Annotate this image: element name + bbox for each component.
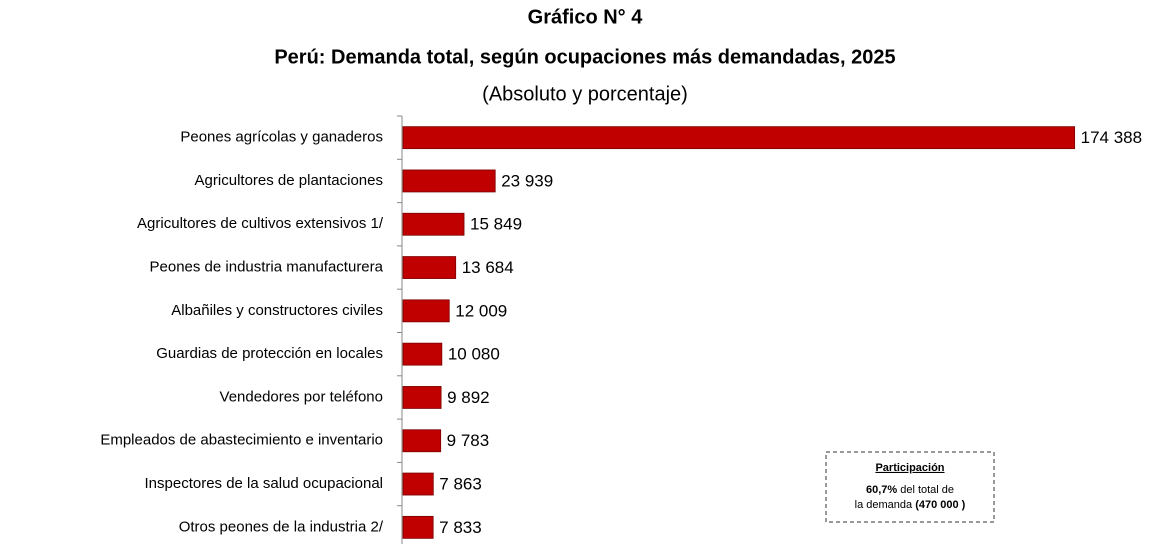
y-tick-label: Vendedores por teléfono [220, 388, 383, 405]
bar [402, 169, 496, 193]
annotation-line: la demanda (470 000 ) [855, 499, 966, 511]
chart-subtitle: (Absoluto y porcentaje) [482, 83, 688, 105]
annotation-box [825, 451, 995, 523]
annotation-share: 60,7% [866, 484, 897, 496]
data-label: 15 849 [470, 215, 522, 234]
chart-subtitle: Perú: Demanda total, según ocupaciones m… [274, 46, 895, 68]
bar [402, 472, 434, 496]
bar [402, 429, 442, 453]
y-tick-label: Albañiles y constructores civiles [171, 302, 383, 319]
data-label: 13 684 [462, 258, 514, 277]
bar [402, 212, 465, 236]
data-label: 12 009 [455, 301, 507, 320]
data-label: 10 080 [448, 345, 500, 364]
y-tick-label: Agricultores de cultivos extensivos 1/ [137, 215, 384, 232]
data-label: 7 863 [439, 475, 482, 494]
bar [402, 386, 442, 409]
bar [402, 342, 443, 366]
data-label: 23 939 [501, 171, 553, 190]
y-tick-label: Empleados de abastecimiento e inventario [100, 432, 383, 449]
annotation-total: (470 000 ) [915, 499, 965, 511]
y-tick-label: Peones de industria manufacturera [150, 259, 384, 276]
y-tick-label: Otros peones de la industria 2/ [179, 518, 384, 535]
y-tick-label: Agricultores de plantaciones [195, 172, 383, 189]
bar [402, 256, 457, 279]
y-tick-label: Peones agrícolas y ganaderos [180, 129, 383, 146]
data-label: 174 388 [1081, 128, 1142, 147]
annotation-line: 60,7% del total de [866, 484, 954, 496]
bar [402, 299, 450, 323]
y-tick-label: Inspectores de la salud ocupacional [145, 475, 384, 492]
annotation-title: Participación [875, 462, 944, 474]
data-label: 9 892 [447, 388, 490, 407]
data-label: 9 783 [447, 431, 490, 450]
chart-title: Gráfico N° 4 [528, 6, 644, 28]
data-label: 7 833 [439, 518, 482, 537]
annotation-text: la demanda [855, 499, 916, 511]
bar [402, 515, 434, 539]
bar [402, 126, 1076, 150]
annotation-text: del total de [897, 484, 954, 496]
y-tick-label: Guardias de protección en locales [156, 345, 383, 362]
